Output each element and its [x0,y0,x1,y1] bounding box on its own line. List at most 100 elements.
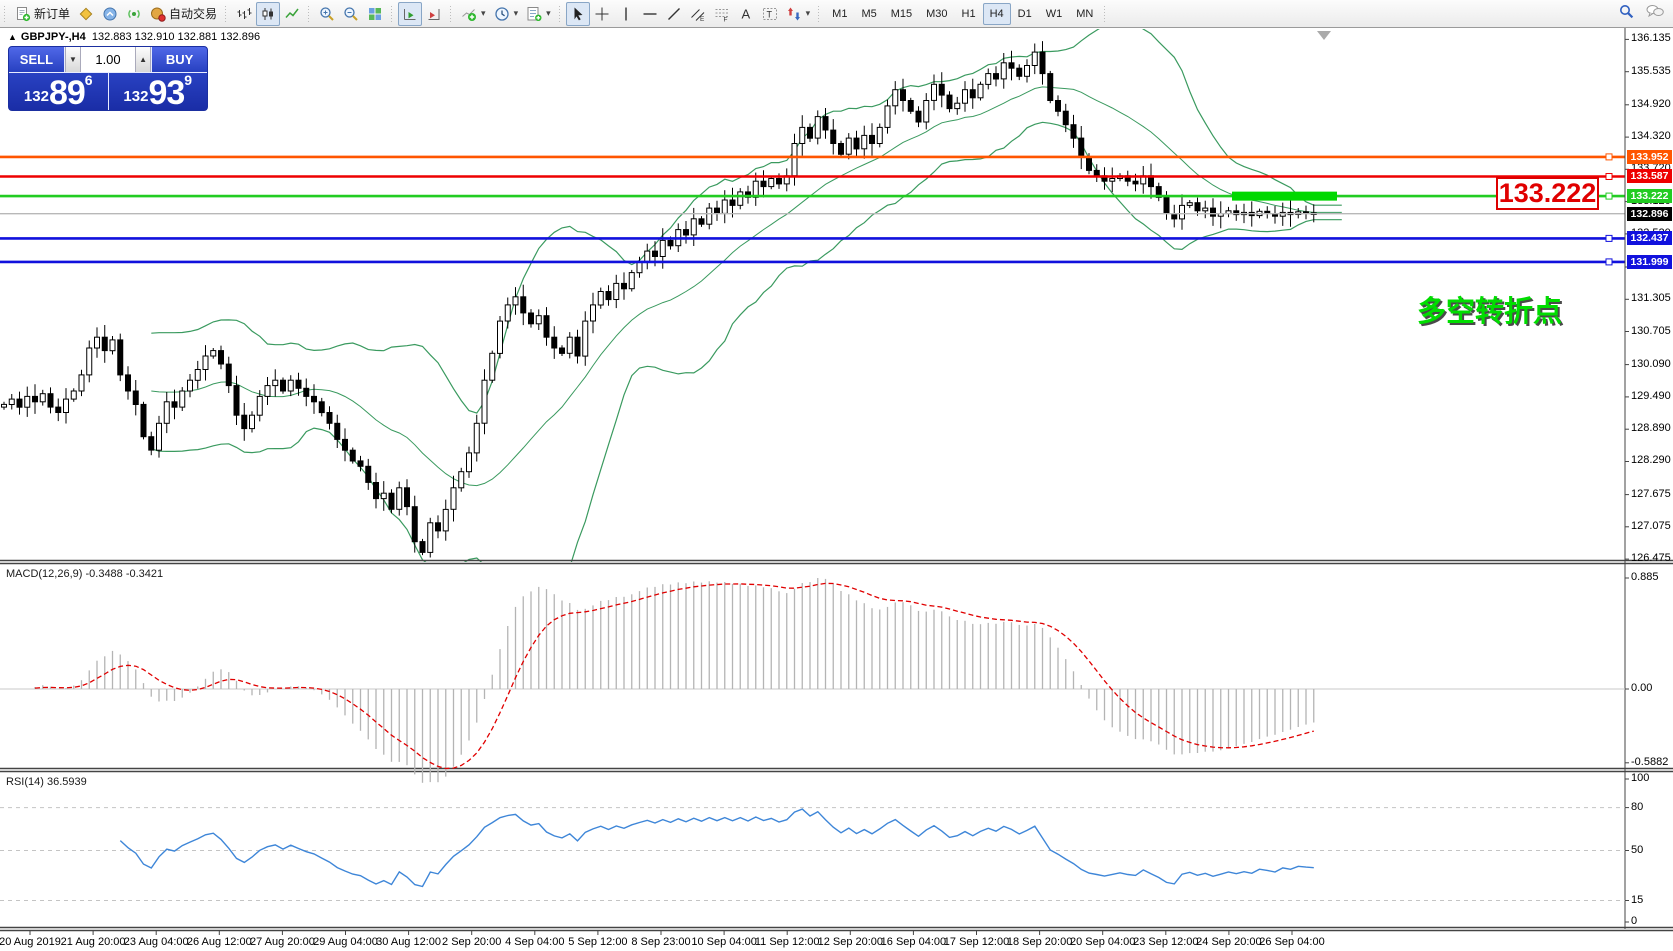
price-tick-label: 128.890 [1631,422,1671,435]
time-tick-label: 29 Aug 04:00 [313,936,378,948]
arrows-tool-button[interactable]: ▾ [782,2,815,26]
symbol-name: GBPJPY-,H4 [20,31,86,43]
svg-text:T: T [766,9,772,19]
price-tick-label: 134.320 [1631,130,1671,143]
equidistant-channel-tool-button[interactable]: E [686,2,710,26]
metaeditor-icon [78,6,94,22]
time-tick-label: 24 Sep 20:00 [1196,936,1262,948]
indicators-icon [461,6,477,22]
volume-increase-button[interactable]: ▲ [135,47,152,72]
time-tick-label: 12 Sep 20:00 [817,936,884,948]
cursor-tool-button[interactable] [565,1,590,26]
bar-chart-icon [236,6,252,22]
sell-price-pip: 6 [84,72,93,88]
time-tick-label: 10 Sep 04:00 [691,936,757,948]
price-tick-label: 135.535 [1631,64,1671,77]
candlestick-chart-icon [260,6,276,22]
tf-M30[interactable]: M30 [926,7,948,20]
chart-note-text[interactable]: 多空转折点 [1417,296,1563,328]
periods-icon [494,6,510,22]
tf-MN[interactable]: MN [1076,7,1094,20]
tile-windows-icon [367,6,383,22]
symbol-info-bar[interactable]: ▲ GBPJPY-,H4 132.883 132.910 132.881 132.… [8,31,260,43]
price-tick-label: 128.290 [1631,454,1671,467]
templates-icon [526,6,542,22]
macd-axis-label: 0.885 [1631,571,1659,584]
crosshair-icon [594,6,610,22]
candlestick-chart-button[interactable] [256,1,281,26]
trendline-tool-button[interactable] [662,2,686,26]
tf-H4[interactable]: H4 [982,2,1011,25]
tf-M5[interactable]: M5 [861,7,877,20]
buy-price-pip: 9 [184,72,193,88]
price-tick-label: 136.135 [1631,32,1671,45]
autotrading-button[interactable]: 自动交易 [146,2,221,26]
toolbar-grip [3,4,7,23]
zoom-out-button[interactable] [339,2,363,26]
search-icon[interactable] [1618,3,1635,25]
toolbar-grip [1103,4,1108,23]
time-tick-label: 23 Aug 04:00 [123,936,189,948]
tf-M1[interactable]: M1 [832,7,848,20]
tf-H1[interactable]: H1 [961,7,976,20]
fibonacci-icon: F [714,6,730,22]
macd-label: MACD(12,26,9) -0.3488 -0.3421 [6,568,164,580]
rsi-axis-label: 80 [1631,800,1644,813]
chat-icon[interactable] [1645,3,1665,24]
sell-price[interactable]: 132 89 6 [9,73,109,110]
zoom-out-icon [343,6,359,22]
vertical-line-tool-button[interactable] [614,2,638,26]
time-tick-label: 21 Aug 20:00 [60,936,126,948]
autotrading-icon [150,6,166,22]
volume-decrease-button[interactable]: ▼ [64,47,81,72]
horizontal-line-tool-button[interactable] [638,2,662,26]
chart-shift-button[interactable] [422,2,446,26]
new-order-button[interactable]: 新订单 [11,2,74,26]
text-label-tool-button[interactable]: T [758,2,782,26]
price-tick-label: 134.920 [1631,97,1671,110]
toolbar-grip [307,4,312,23]
line-chart-button[interactable] [280,2,304,26]
equidistant-channel-icon: E [690,6,706,22]
rsi-axis-label: 50 [1631,843,1644,856]
zoom-in-button[interactable] [315,2,339,26]
dropdown-caret-icon: ▾ [481,8,486,18]
arrows-icon [786,6,802,22]
time-tick-label: 20 Aug 2019 [0,936,61,948]
buy-button[interactable]: BUY [151,47,207,72]
bar-chart-button[interactable] [232,2,256,26]
crosshair-tool-button[interactable] [590,2,614,26]
buy-price[interactable]: 132 93 9 [109,73,208,110]
price-callout[interactable]: 133.222 [1496,177,1599,210]
timeframe-group: M1 M5 M15 M30 H1 H4 D1 W1 MN [825,2,1100,25]
fibonacci-tool-button[interactable]: F [710,2,734,26]
metaeditor-button[interactable] [74,2,98,26]
time-tick-label: 4 Sep 04:00 [505,936,565,948]
price-tick-label: 127.675 [1631,487,1671,500]
text-tool-button[interactable]: A [734,2,758,26]
templates-button[interactable]: ▾ [522,2,555,26]
price-tick-label: 131.305 [1631,292,1671,305]
price-tick-label: 130.705 [1631,324,1671,337]
tf-W1[interactable]: W1 [1045,7,1063,20]
tile-windows-button[interactable] [363,2,387,26]
new-order-label: 新订单 [34,7,71,21]
svg-text:A: A [741,6,750,21]
symbol-ohlc: 132.883 132.910 132.881 132.896 [91,31,261,43]
indicators-button[interactable]: ▾ [457,2,490,26]
price-tick-label: 126.475 [1631,552,1671,565]
tf-M15[interactable]: M15 [890,7,913,20]
periods-button[interactable]: ▾ [490,2,523,26]
signals-button[interactable] [122,2,146,26]
collapse-icon[interactable]: ▲ [8,32,17,42]
market-watch-button[interactable] [98,2,122,26]
toolbar-grip [390,4,395,23]
toolbar-grip [817,4,822,23]
sell-button[interactable]: SELL [9,47,65,72]
price-badge: 133.952 [1627,149,1672,164]
volume-input[interactable] [81,47,135,72]
auto-scroll-button[interactable] [398,1,423,26]
tf-D1[interactable]: D1 [1017,7,1032,20]
